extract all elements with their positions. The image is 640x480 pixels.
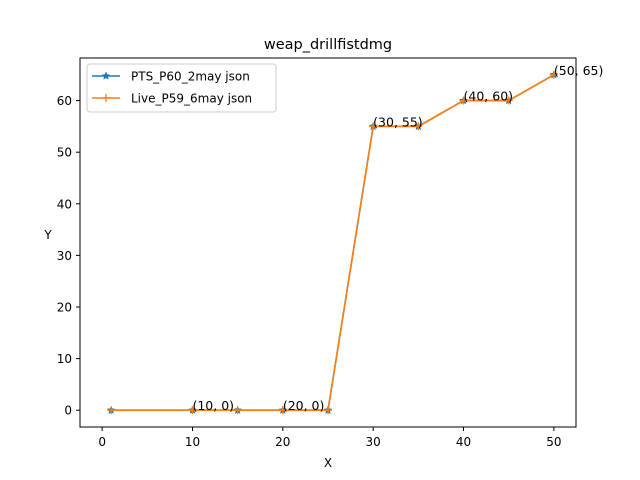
data-point-marker — [107, 406, 116, 415]
y-tick-label: 20 — [57, 301, 72, 315]
legend-item: PTS_P60_2may json — [92, 70, 250, 84]
series-line — [111, 74, 555, 412]
x-tick-label: 20 — [275, 435, 290, 449]
data-point-marker — [414, 122, 423, 131]
legend: PTS_P60_2may json Live_P59_6may json — [86, 63, 277, 113]
series-2 — [107, 70, 558, 415]
legend-label: Live_P59_6may json — [131, 92, 252, 106]
plot-area: (10, 0) (20, 0) (30, 55) (40, 60) (50, 65) — [106, 63, 604, 415]
legend-label: PTS_P60_2may json — [131, 70, 250, 84]
x-axis-label: X — [324, 456, 332, 470]
axes-frame — [79, 57, 577, 428]
y-tick-label: 50 — [57, 146, 72, 160]
data-point-marker — [188, 406, 197, 415]
point-annotation: (40, 60) — [464, 89, 514, 104]
y-tick-label: 30 — [57, 249, 72, 263]
point-annotation: (20, 0) — [283, 398, 325, 413]
y-tick-label: 60 — [57, 94, 72, 108]
data-point-marker — [278, 406, 287, 415]
x-tick-label: 10 — [185, 435, 200, 449]
legend-item: Live_P59_6may json — [92, 92, 252, 106]
point-annotation: (30, 55) — [373, 114, 423, 129]
data-point-marker — [324, 406, 332, 415]
data-point-marker — [102, 94, 110, 102]
point-annotation: (10, 0) — [192, 398, 234, 413]
data-point-marker — [233, 406, 242, 415]
data-point-marker — [369, 122, 378, 131]
data-point-marker — [459, 96, 468, 105]
chart-title: weap_drillfistdmg — [264, 37, 392, 53]
y-axis-label: Y — [43, 228, 52, 242]
x-tick-label: 40 — [456, 435, 471, 449]
y-tick-label: 10 — [57, 352, 72, 366]
x-tick-label: 0 — [98, 435, 106, 449]
y-tick-label: 0 — [64, 404, 72, 418]
data-point-marker — [504, 96, 513, 105]
point-annotation: (50, 65) — [554, 63, 604, 78]
legend-box — [86, 63, 277, 113]
x-tick-label: 30 — [366, 435, 381, 449]
x-tick-label: 50 — [546, 435, 561, 449]
y-tick-label: 40 — [57, 197, 72, 211]
data-point-marker — [549, 70, 558, 79]
data-point-marker — [101, 71, 111, 80]
axis-ticks: 0 10 20 30 40 50 0 10 20 30 40 50 60 — [57, 94, 562, 449]
